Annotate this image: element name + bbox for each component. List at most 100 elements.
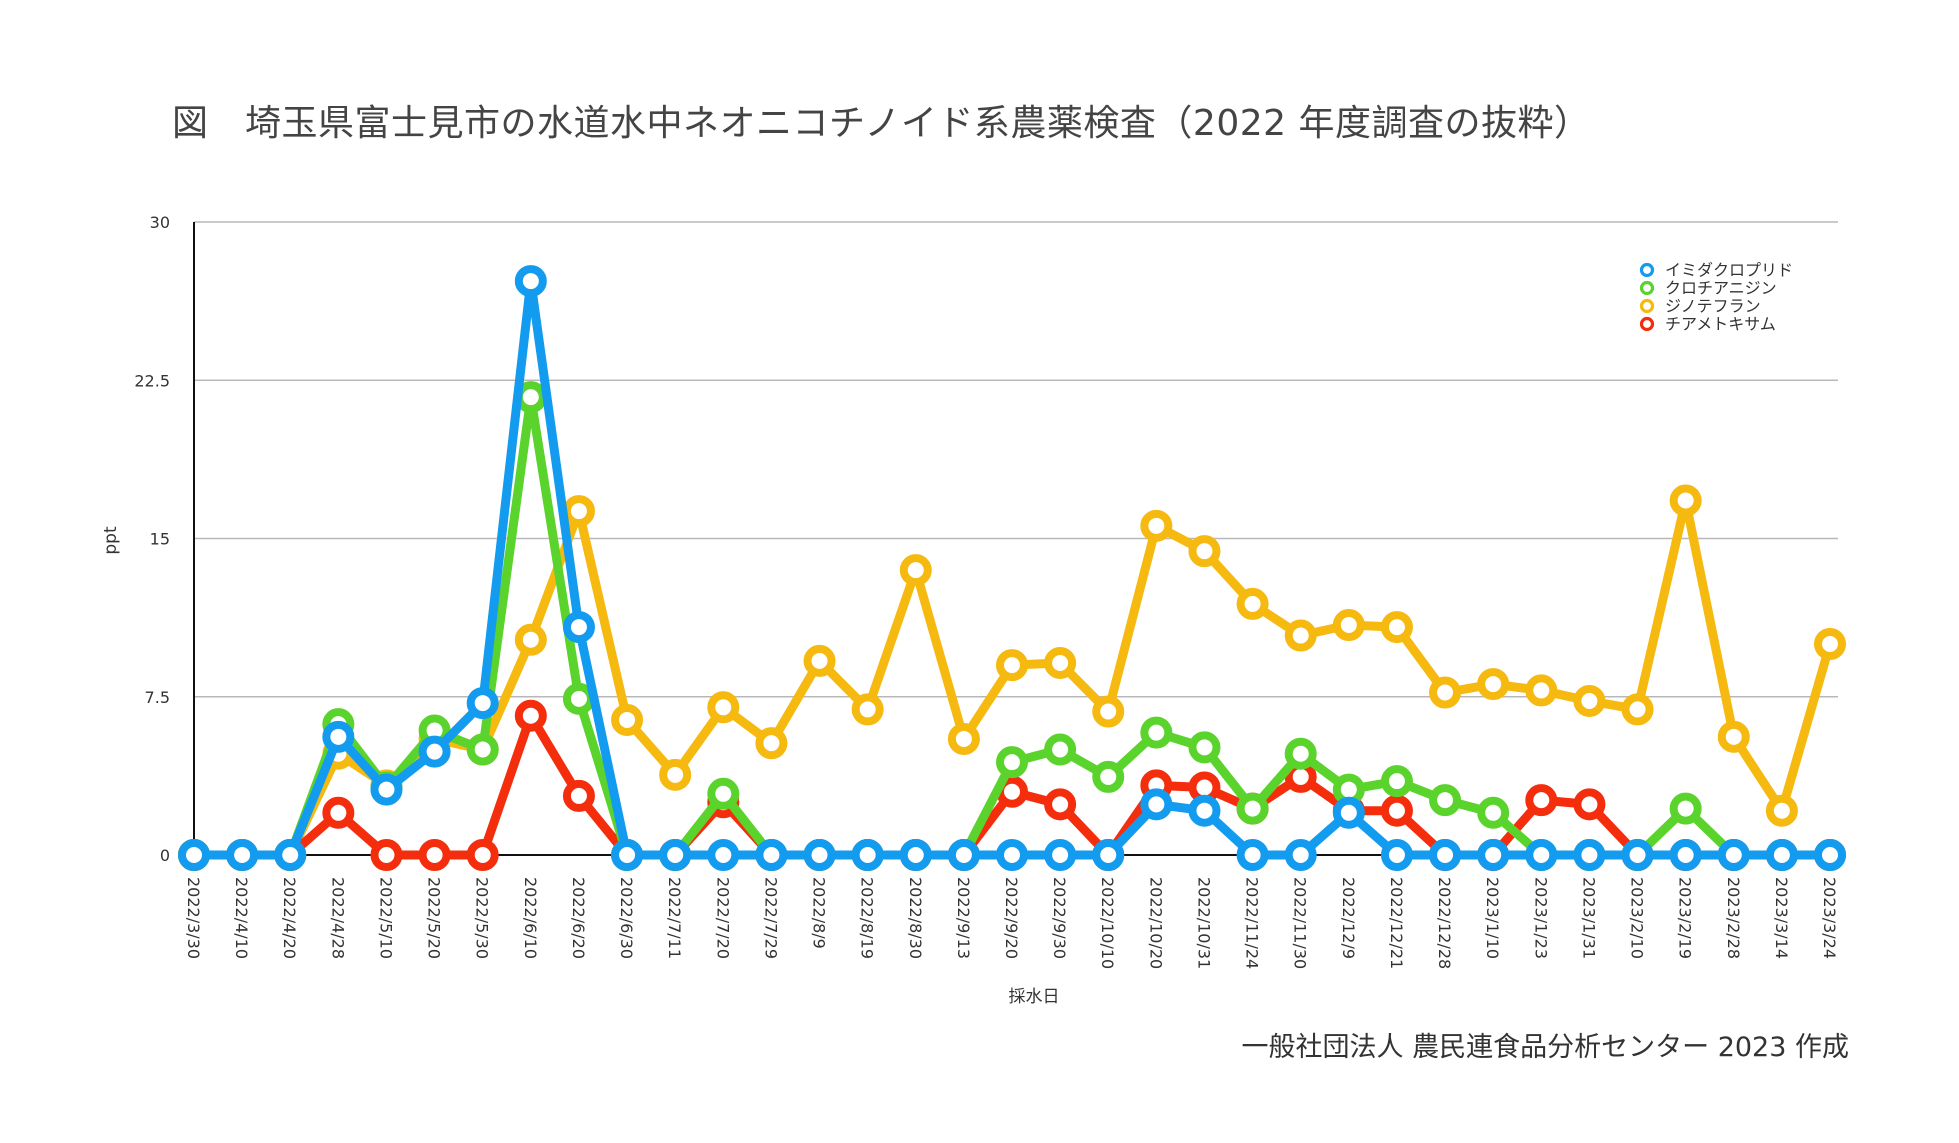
x-tick-label: 2022/7/11	[665, 877, 684, 959]
data-point	[1429, 676, 1462, 709]
x-tick-label: 2022/5/20	[425, 877, 444, 959]
data-point	[996, 839, 1028, 871]
y-tick-label: 22.5	[134, 371, 170, 390]
x-tick-label: 2023/1/31	[1579, 877, 1598, 959]
data-point	[1236, 792, 1269, 825]
data-point	[1236, 839, 1269, 871]
series-layer	[178, 265, 1846, 871]
data-point	[370, 839, 403, 871]
data-point	[178, 839, 210, 871]
data-point	[1477, 839, 1510, 871]
data-point	[1188, 731, 1221, 764]
data-point	[1044, 788, 1077, 821]
x-tick-label: 2023/3/24	[1820, 877, 1839, 959]
data-point	[1669, 839, 1702, 871]
x-tick-label: 2022/11/30	[1291, 877, 1310, 969]
data-point	[899, 839, 932, 871]
data-point	[370, 773, 403, 806]
x-tick-label: 2023/2/19	[1676, 877, 1695, 959]
data-point	[803, 839, 836, 871]
x-tick-label: 2022/10/31	[1194, 877, 1213, 969]
data-point	[1140, 509, 1173, 542]
x-tick-label: 2023/1/10	[1483, 877, 1502, 959]
data-point	[514, 699, 547, 732]
x-tick-label: 2022/12/28	[1435, 877, 1454, 969]
data-point	[514, 265, 547, 298]
data-point	[1669, 484, 1702, 517]
x-tick-label: 2023/3/14	[1772, 877, 1791, 959]
data-point	[1621, 693, 1654, 726]
data-point	[1573, 684, 1606, 717]
data-point	[1236, 587, 1269, 620]
data-point	[1380, 794, 1413, 827]
series-3	[178, 265, 1846, 871]
data-point	[1332, 796, 1365, 829]
data-point	[1044, 646, 1077, 679]
x-tick-label: 2022/8/30	[906, 877, 925, 959]
x-tick-label: 2022/7/29	[761, 877, 780, 959]
data-point	[322, 796, 355, 829]
x-tick-label: 2022/12/9	[1339, 877, 1358, 959]
data-point	[1332, 609, 1365, 642]
data-point	[996, 649, 1028, 682]
data-point	[707, 839, 740, 871]
data-point	[611, 839, 644, 871]
data-point	[1284, 737, 1317, 770]
x-tick-label: 2022/11/24	[1243, 877, 1262, 969]
x-tick-label: 2022/9/30	[1050, 877, 1069, 959]
data-point	[1573, 839, 1606, 871]
data-point	[707, 777, 740, 810]
data-point	[514, 623, 547, 656]
x-tick-label: 2022/5/30	[473, 877, 492, 959]
data-point	[1429, 784, 1462, 817]
x-tick-label: 2022/6/10	[521, 877, 540, 959]
x-tick-label: 2023/2/10	[1628, 877, 1647, 959]
data-point	[947, 722, 980, 755]
y-tick-label: 0	[160, 846, 170, 865]
x-tick-label: 2022/9/20	[1002, 877, 1021, 959]
data-point	[1284, 839, 1317, 871]
data-point	[755, 839, 788, 871]
x-tick-label: 2022/3/30	[184, 877, 203, 959]
x-tick-label: 2023/1/23	[1531, 877, 1550, 959]
data-point	[322, 720, 355, 753]
data-point	[1188, 535, 1221, 568]
data-point	[851, 693, 884, 726]
legend-marker	[1639, 298, 1655, 314]
data-point	[1814, 839, 1846, 871]
chart-title: 図 埼玉県富士見市の水道水中ネオニコチノイド系農薬検査（2022 年度調査の抜粋…	[172, 103, 1591, 144]
data-point	[1380, 611, 1413, 644]
data-point	[1477, 796, 1510, 829]
x-tick-label: 2022/9/13	[954, 877, 973, 959]
data-point	[1525, 784, 1558, 817]
data-point	[1765, 794, 1798, 827]
x-tick-label: 2022/10/10	[1098, 877, 1117, 969]
data-point	[1380, 839, 1413, 871]
y-tick-label: 7.5	[145, 688, 170, 707]
data-point	[1765, 839, 1798, 871]
gridlines	[194, 221, 1838, 698]
data-point	[1188, 794, 1221, 827]
data-point	[1477, 668, 1510, 701]
data-point	[947, 839, 980, 871]
legend-label: ジノテフラン	[1665, 297, 1761, 316]
data-point	[1092, 760, 1125, 793]
data-point	[466, 733, 499, 766]
x-tick-label: 2022/4/28	[328, 877, 347, 959]
data-point	[466, 687, 499, 720]
y-axis-label: ppt	[101, 526, 121, 555]
data-point	[1573, 788, 1606, 821]
data-point	[1092, 839, 1125, 871]
x-tick-label: 2022/6/20	[569, 877, 588, 959]
data-point	[466, 839, 499, 871]
data-point	[274, 839, 307, 871]
tick-labels: 0 7.5 15 22.5 30 2022/3/30 2022/4/10 2022/4/20 2…	[134, 213, 1839, 969]
x-tick-label: 2022/4/10	[232, 877, 251, 959]
data-point	[562, 682, 595, 715]
data-point	[1429, 839, 1462, 871]
data-point	[899, 554, 932, 587]
data-point	[659, 758, 692, 791]
data-point	[1525, 674, 1558, 707]
